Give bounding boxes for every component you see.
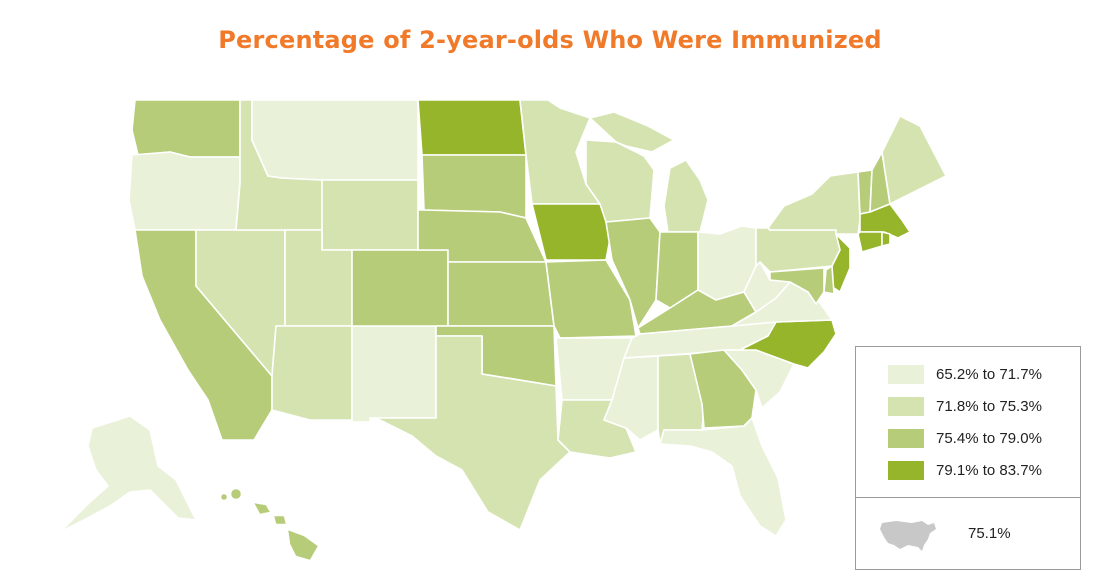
state-WA[interactable]	[131, 99, 241, 158]
national-average-value: 75.1%	[968, 525, 1011, 542]
legend-item: 65.2% to 71.7%	[856, 364, 1080, 386]
state-FL[interactable]	[659, 417, 787, 537]
state-AK[interactable]	[59, 415, 197, 533]
state-MT[interactable]	[251, 99, 419, 181]
legend-item: 71.8% to 75.3%	[856, 396, 1080, 418]
legend-swatch	[888, 397, 924, 416]
legend-item: 79.1% to 83.7%	[856, 460, 1080, 482]
legend-label: 75.4% to 79.0%	[936, 430, 1042, 447]
map-title: Percentage of 2-year-olds Who Were Immun…	[218, 26, 882, 54]
state-OR[interactable]	[128, 151, 241, 231]
state-PA[interactable]	[755, 227, 841, 273]
state-CT[interactable]	[857, 231, 883, 253]
legend-divider	[856, 497, 1080, 498]
legend-swatch	[888, 461, 924, 480]
state-ND[interactable]	[417, 99, 527, 156]
state-NY[interactable]	[767, 171, 861, 235]
legend-swatch	[888, 429, 924, 448]
state-WY[interactable]	[321, 179, 419, 251]
legend-label: 71.8% to 75.3%	[936, 398, 1042, 415]
state-IL[interactable]	[605, 217, 661, 329]
legend-label: 79.1% to 83.7%	[936, 462, 1042, 479]
legend-swatch	[888, 365, 924, 384]
us-map-icon	[880, 521, 936, 551]
state-MI[interactable]	[589, 111, 709, 233]
legend: 65.2% to 71.7% 71.8% to 75.3% 75.4% to 7…	[855, 346, 1081, 570]
state-IA[interactable]	[531, 203, 613, 261]
state-NM[interactable]	[351, 325, 437, 423]
state-DE[interactable]	[823, 265, 835, 295]
state-RI[interactable]	[881, 231, 891, 247]
state-MN[interactable]	[519, 99, 601, 205]
state-CO[interactable]	[351, 249, 449, 327]
legend-item: 75.4% to 79.0%	[856, 428, 1080, 450]
state-NC[interactable]	[723, 319, 837, 369]
state-MD[interactable]	[769, 267, 825, 305]
state-AZ[interactable]	[271, 325, 353, 421]
state-ME[interactable]	[881, 115, 947, 205]
legend-label: 65.2% to 71.7%	[936, 366, 1042, 383]
state-KS[interactable]	[447, 261, 555, 327]
state-HI[interactable]	[220, 488, 319, 561]
state-SD[interactable]	[421, 154, 527, 219]
state-TX[interactable]	[369, 335, 571, 531]
